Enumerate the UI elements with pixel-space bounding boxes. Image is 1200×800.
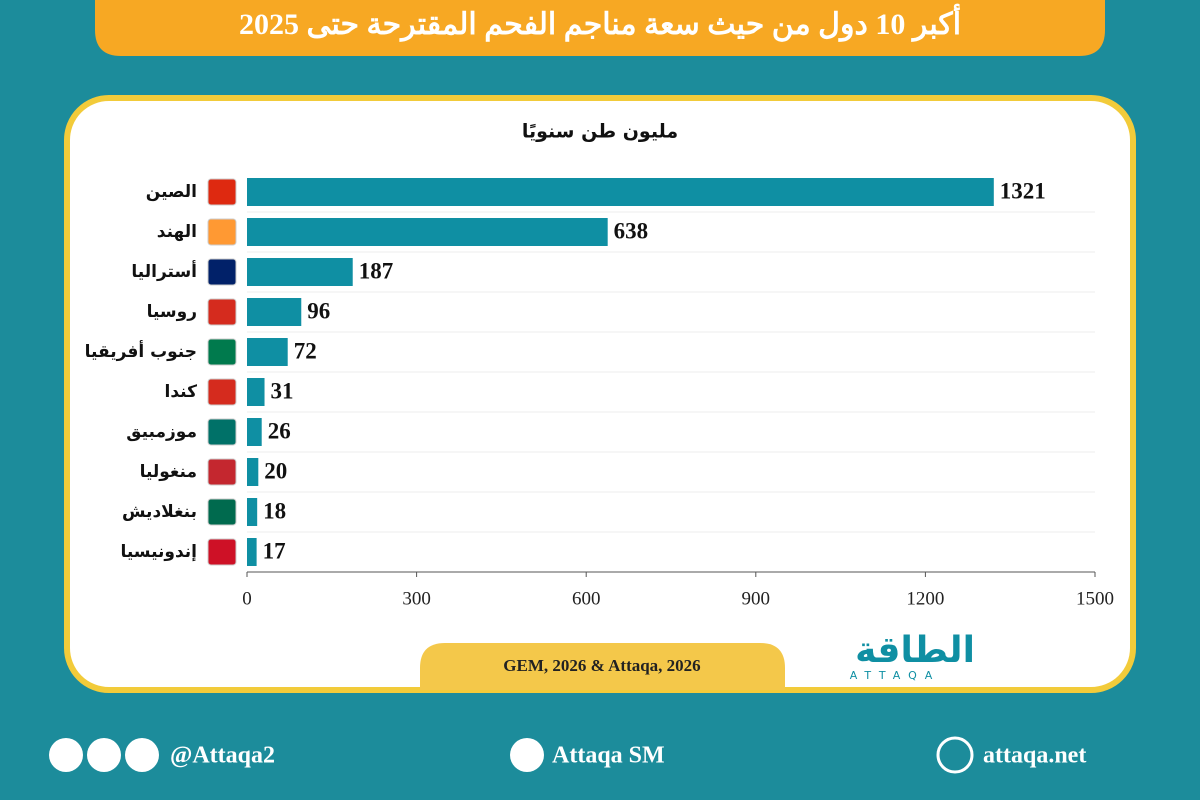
bar: [247, 378, 265, 406]
flag: [207, 458, 237, 486]
y-tick-label: كندا: [165, 382, 198, 402]
flag: [207, 378, 237, 406]
y-tick-label: جنوب أفريقيا: [85, 340, 197, 362]
y-tick-label: إندونيسيا: [120, 542, 197, 562]
value-label: 72: [294, 338, 317, 363]
x-tick-label: 1200: [906, 588, 944, 609]
value-label: 187: [359, 258, 394, 283]
value-label: 1321: [1000, 178, 1046, 203]
x-tick-label: 900: [742, 588, 771, 609]
source: GEM, 2026 & Attaqa, 2026: [503, 656, 700, 675]
source-banner: [420, 643, 785, 690]
x-icon[interactable]: [49, 738, 83, 772]
bar: [247, 258, 353, 286]
unit-label: مليون طن سنويًا: [522, 121, 678, 143]
value-label: 18: [263, 498, 286, 523]
flag: [207, 418, 237, 446]
bar: [247, 538, 257, 566]
flag: [207, 498, 237, 526]
flag: [207, 538, 237, 566]
footer-website[interactable]: attaqa.net: [983, 743, 1086, 769]
bar: [247, 298, 302, 326]
value-label: 20: [264, 458, 287, 483]
y-tick-label: أستراليا: [131, 260, 197, 282]
y-tick-label: الصين: [146, 182, 197, 202]
chart-title: أكبر 10 دول من حيث سعة مناجم الفحم المقت…: [239, 3, 961, 42]
y-tick-label: منغوليا: [140, 462, 197, 482]
instagram-icon[interactable]: [87, 738, 121, 772]
x-tick-label: 0: [242, 588, 252, 609]
y-tick-label: بنغلاديش: [122, 502, 197, 522]
bar: [247, 418, 262, 446]
flag: [207, 258, 237, 286]
value-label: 96: [307, 298, 330, 323]
footer-handle[interactable]: @Attaqa2: [170, 743, 275, 769]
bar: [247, 178, 994, 206]
flag: [207, 218, 237, 246]
flag: [207, 298, 237, 326]
value-label: 638: [614, 218, 649, 243]
flag: [207, 338, 237, 366]
title-banner: [95, 0, 1105, 56]
web-icon[interactable]: [936, 736, 974, 774]
flag: [207, 178, 237, 206]
value-label: 17: [263, 538, 286, 563]
x-tick-label: 300: [402, 588, 431, 609]
bar: [247, 218, 608, 246]
footer-youtube[interactable]: Attaqa SM: [552, 743, 665, 769]
youtube-icon[interactable]: [510, 738, 544, 772]
y-tick-label: موزمبيق: [126, 422, 197, 442]
y-tick-label: روسيا: [147, 302, 197, 322]
facebook-icon[interactable]: [125, 738, 159, 772]
bar: [247, 498, 258, 526]
x-tick-label: 1500: [1076, 588, 1114, 609]
value-label: 31: [271, 378, 294, 403]
bar: [247, 338, 288, 366]
value-label: 26: [268, 418, 291, 443]
logo-subtext: ATTAQA: [850, 669, 941, 682]
x-tick-label: 600: [572, 588, 601, 609]
logo-text: الطاقة: [855, 630, 975, 671]
bar: [247, 458, 259, 486]
y-tick-label: الهند: [157, 222, 197, 242]
